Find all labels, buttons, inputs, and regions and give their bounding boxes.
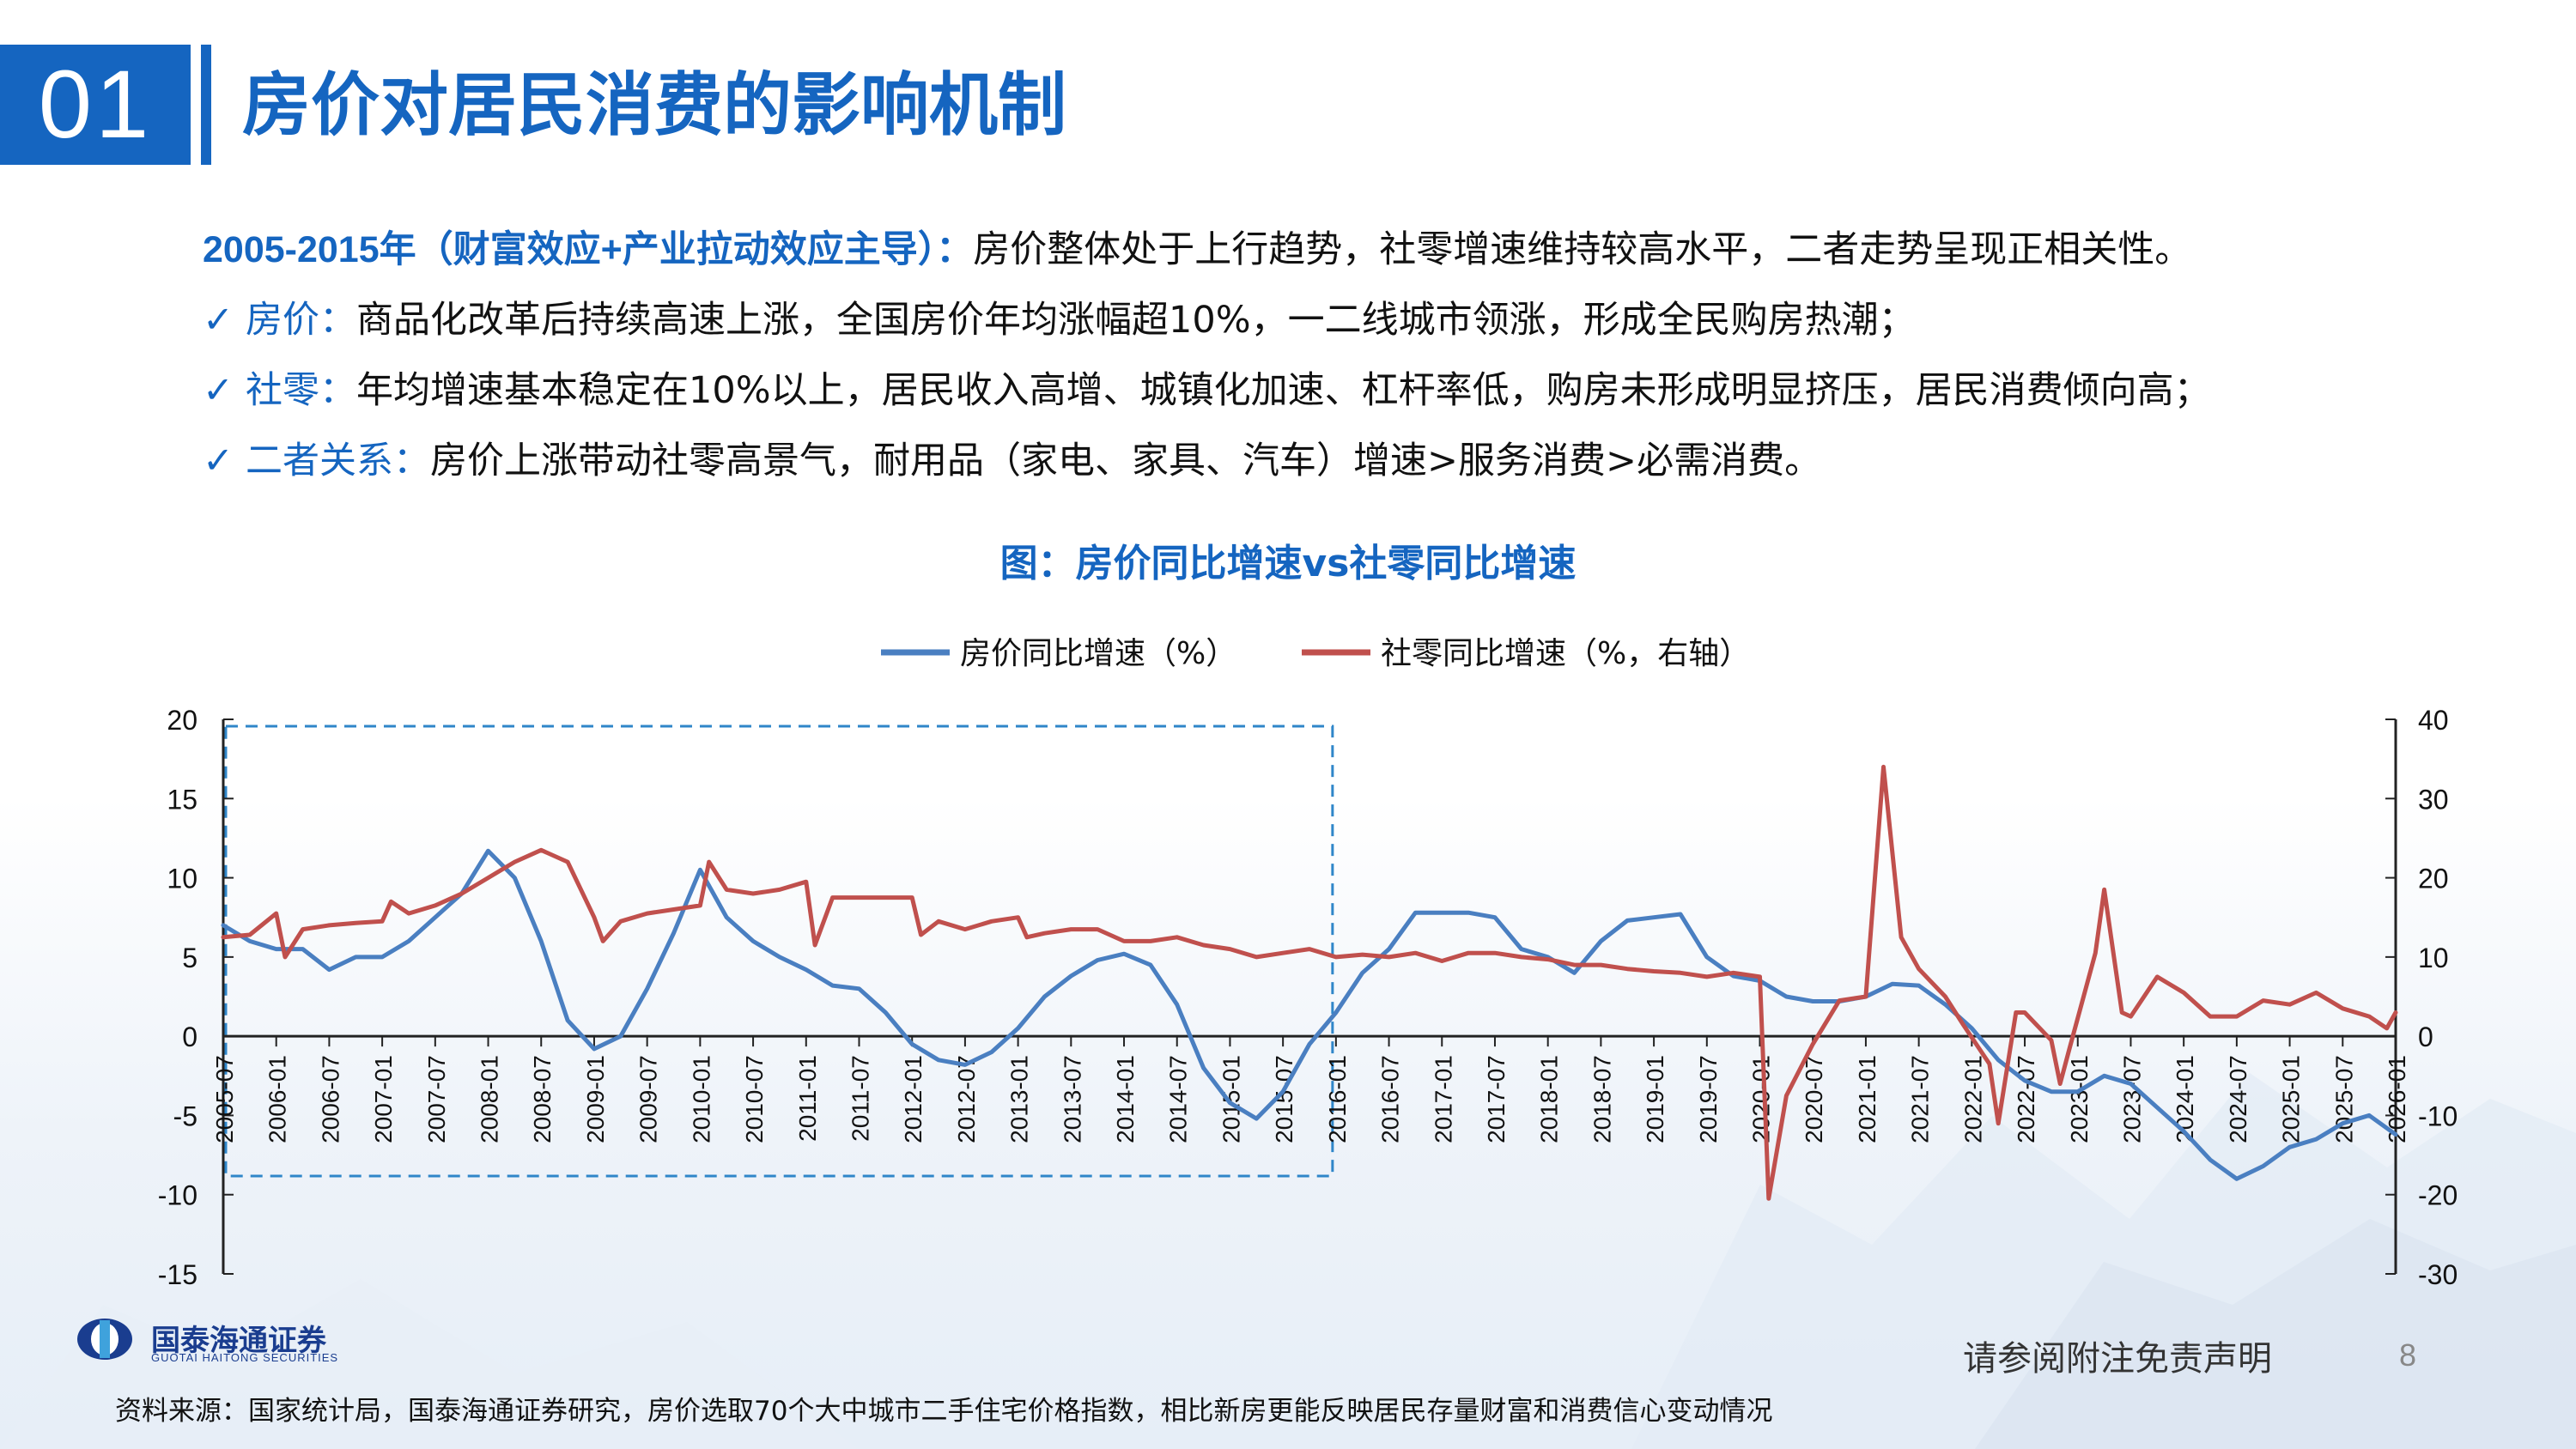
left-tick-label: -5 (173, 1100, 197, 1131)
x-tick-label: 2007-01 (370, 1055, 397, 1143)
left-tick-label: 0 (182, 1022, 197, 1052)
x-tick-label: 2020-07 (1801, 1055, 1827, 1143)
left-tick-label: 15 (167, 784, 197, 815)
x-tick-label: 2009-01 (582, 1055, 609, 1143)
x-tick-label: 2013-01 (1006, 1055, 1033, 1143)
x-tick-label: 2012-07 (953, 1055, 980, 1143)
disclaimer-text: 请参阅附注免责声明 (1963, 1331, 2272, 1380)
x-tick-label: 2024-07 (2225, 1055, 2251, 1143)
x-tick-label: 2014-07 (1165, 1055, 1192, 1143)
x-tick-label: 2009-07 (635, 1055, 662, 1143)
x-tick-label: 2016-01 (1324, 1055, 1351, 1143)
x-tick-label: 2019-07 (1695, 1055, 1722, 1143)
x-tick-label: 2011-01 (794, 1055, 821, 1142)
company-logo: 国泰海通证券 GUOTAI HAITONG SECURITIES (74, 1313, 400, 1365)
x-tick-label: 2018-07 (1589, 1055, 1615, 1143)
x-tick-label: 2008-07 (529, 1055, 556, 1143)
right-tick-label: 0 (2418, 1022, 2433, 1052)
x-tick-label: 2019-01 (1642, 1055, 1668, 1143)
x-tick-label: 2017-01 (1430, 1055, 1456, 1143)
x-tick-label: 2012-01 (900, 1055, 927, 1143)
right-tick-label: -20 (2418, 1180, 2458, 1211)
x-tick-label: 2013-07 (1059, 1055, 1085, 1143)
x-tick-label: 2025-01 (2278, 1055, 2305, 1143)
logo-text-en: GUOTAI HAITONG SECURITIES (151, 1351, 338, 1364)
x-tick-label: 2021-01 (1854, 1055, 1880, 1143)
right-tick-label: 10 (2418, 943, 2449, 973)
x-tick-label: 2023-07 (2118, 1055, 2145, 1143)
x-tick-label: 2006-07 (317, 1055, 343, 1143)
right-tick-label: -10 (2418, 1100, 2458, 1131)
x-tick-label: 2014-01 (1112, 1055, 1139, 1143)
x-tick-label: 2020-01 (1748, 1055, 1775, 1143)
left-tick-label: 5 (182, 943, 197, 973)
x-tick-label: 2022-07 (2013, 1055, 2039, 1143)
right-tick-label: 40 (2418, 705, 2449, 736)
page-number: 8 (2399, 1337, 2416, 1373)
legend-label: 房价同比增速（%） (960, 636, 1236, 671)
x-tick-label: 2008-01 (477, 1055, 503, 1143)
legend-label: 社零同比增速（%，右轴） (1381, 636, 1750, 671)
x-tick-label: 2023-01 (2066, 1055, 2093, 1143)
x-tick-label: 2010-01 (688, 1055, 714, 1143)
logo-mark-icon (74, 1313, 143, 1365)
x-tick-label: 2006-01 (264, 1055, 291, 1143)
right-tick-label: -30 (2418, 1259, 2458, 1290)
x-tick-label: 2018-01 (1536, 1055, 1563, 1143)
x-tick-label: 2021-07 (1907, 1055, 1934, 1143)
x-tick-label: 2010-07 (741, 1055, 768, 1143)
x-tick-label: 2007-07 (423, 1055, 450, 1143)
x-tick-label: 2016-07 (1377, 1055, 1404, 1143)
x-tick-label: 2017-07 (1483, 1055, 1510, 1143)
x-tick-label: 2022-01 (1959, 1055, 1986, 1143)
left-tick-label: 10 (167, 864, 197, 894)
x-tick-label: 2015-01 (1218, 1055, 1244, 1143)
right-tick-label: 20 (2418, 864, 2449, 894)
x-tick-label: 2005-07 (211, 1055, 238, 1143)
x-tick-label: 2011-07 (847, 1055, 873, 1142)
left-tick-label: 20 (167, 705, 197, 736)
left-tick-label: -15 (158, 1259, 197, 1290)
source-note: 资料来源：国家统计局，国泰海通证券研究，房价选取70个大中城市二手住宅价格指数，… (115, 1389, 1772, 1428)
right-tick-label: 30 (2418, 784, 2449, 815)
left-tick-label: -10 (158, 1180, 197, 1211)
